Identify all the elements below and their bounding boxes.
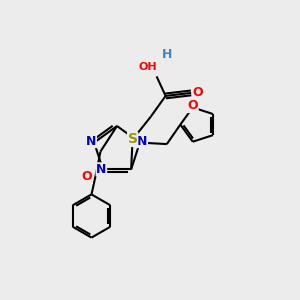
Text: N: N — [96, 163, 106, 176]
Text: O: O — [188, 100, 198, 112]
Text: O: O — [192, 86, 203, 99]
Text: N: N — [137, 135, 147, 148]
Text: O: O — [82, 170, 92, 184]
Text: OH: OH — [139, 62, 158, 72]
Text: H: H — [162, 48, 172, 61]
Text: S: S — [128, 132, 138, 146]
Text: N: N — [86, 135, 96, 148]
